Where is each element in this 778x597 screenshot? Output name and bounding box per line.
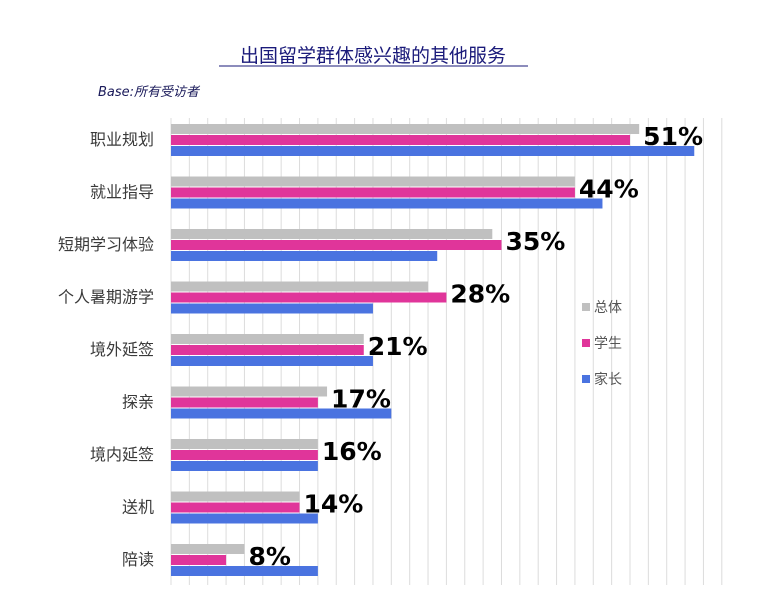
data-label: 44% [579, 175, 639, 204]
bar-总体 [171, 439, 318, 449]
bar-家长 [171, 198, 603, 209]
category-label: 境外延签 [90, 340, 154, 359]
bar-学生 [171, 292, 447, 303]
bar-总体 [171, 124, 640, 134]
bar-总体 [171, 544, 245, 554]
bar-家长 [171, 356, 373, 366]
chart-subtitle: Base:所有受访者 [98, 85, 201, 100]
bar-家长 [171, 513, 318, 524]
category-label: 职业规划 [90, 130, 154, 149]
category-label: 送机 [122, 498, 154, 517]
category-label: 探亲 [122, 393, 154, 412]
bar-学生 [171, 187, 575, 198]
data-label: 51% [643, 122, 703, 151]
bar-家长 [171, 251, 438, 261]
bar-总体 [171, 176, 575, 187]
data-label: 35% [505, 227, 565, 256]
bar-学生 [171, 450, 318, 460]
data-label: 17% [331, 385, 391, 414]
bar-学生 [171, 240, 502, 250]
bar-总体 [171, 386, 328, 397]
bar-家长 [171, 408, 392, 419]
bar-总体 [171, 229, 493, 239]
bar-学生 [171, 345, 364, 355]
bar-学生 [171, 135, 630, 145]
bar-总体 [171, 281, 429, 292]
bar-家长 [171, 566, 318, 576]
bar-学生 [171, 502, 300, 513]
bar-家长 [171, 461, 318, 471]
bar-学生 [171, 397, 318, 408]
chart-title: 出国留学群体感兴趣的其他服务 [240, 45, 506, 67]
data-labels: 51%44% 35% 28% 21% 17% 16% 14% 8% [248, 122, 703, 571]
legend-label: 家长 [594, 371, 622, 388]
legend-label: 总体 [594, 300, 622, 316]
bar-家长 [171, 146, 695, 156]
data-label: 8% [248, 542, 290, 571]
bar-家长 [171, 303, 373, 314]
bar-总体 [171, 491, 300, 502]
data-label: 21% [368, 332, 428, 361]
data-label: 28% [450, 280, 510, 309]
category-label: 就业指导 [90, 183, 154, 202]
legend-swatch [582, 303, 590, 311]
data-label: 14% [304, 490, 364, 519]
legend-swatch [582, 339, 590, 347]
bar-学生 [171, 555, 227, 565]
category-label: 陪读 [122, 550, 154, 569]
data-label: 16% [322, 437, 382, 466]
category-label: 短期学习体验 [58, 235, 154, 254]
category-label: 个人暑期游学 [58, 288, 154, 307]
bar-总体 [171, 334, 364, 344]
bars [171, 124, 695, 576]
legend-label: 学生 [594, 336, 622, 352]
category-label: 境内延签 [90, 445, 154, 464]
legend-swatch [582, 375, 590, 383]
